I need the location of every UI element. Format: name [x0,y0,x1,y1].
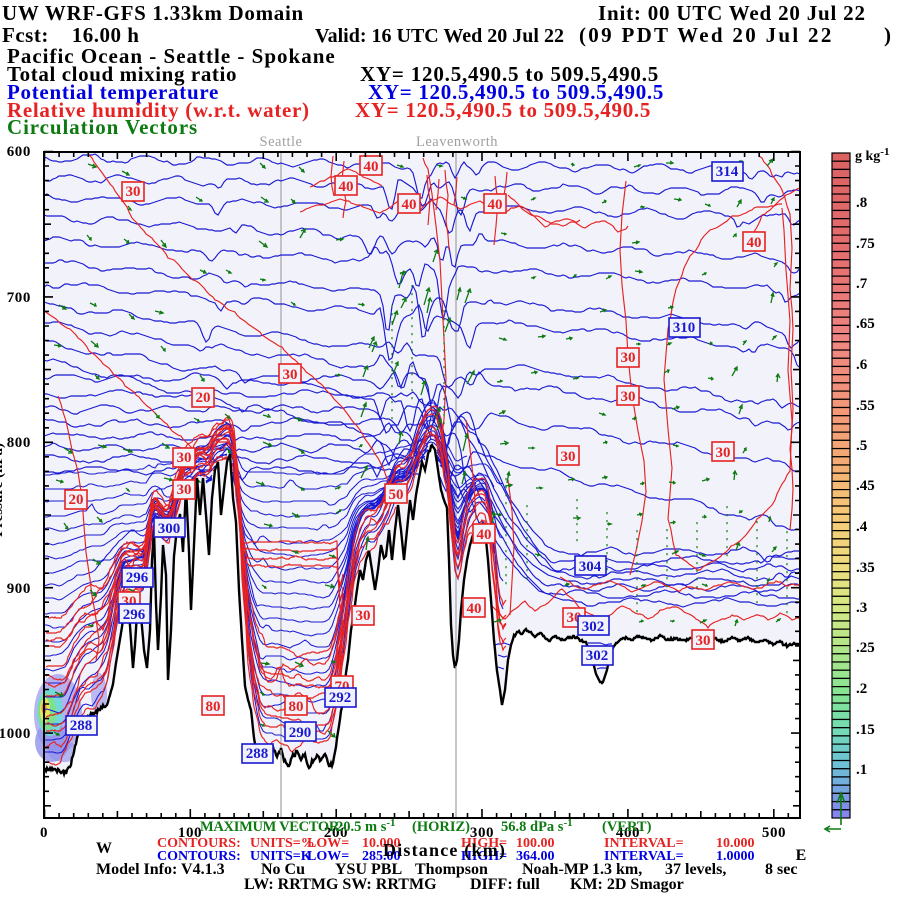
svg-text:290: 290 [289,725,312,741]
svg-text:400: 400 [616,825,640,841]
svg-text:30: 30 [561,449,576,465]
svg-text:.7: .7 [856,276,868,292]
svg-text:Total cloud mixing ratio: Total cloud mixing ratio [7,62,237,86]
svg-text:Potential temperature: Potential temperature [7,80,219,104]
svg-text:.3: .3 [856,600,867,616]
svg-text:Pacific Ocean - Seattle - Spok: Pacific Ocean - Seattle - Spokane [7,44,336,68]
svg-text:40: 40 [488,197,503,213]
svg-text:30: 30 [283,367,298,383]
svg-text:Fcst: 16.00 h: Fcst: 16.00 h [2,23,140,47]
svg-text:MAXIMUM VECTOR:20.5 m s-1(HORI: MAXIMUM VECTOR:20.5 m s-1 (HORIZ) 56.8 dPa… [200,817,652,835]
svg-text:.2: .2 [856,681,867,697]
svg-text:.8: .8 [856,195,867,211]
svg-text:30: 30 [621,389,636,405]
svg-text:80: 80 [289,699,304,715]
svg-text:40: 40 [402,197,417,213]
svg-text:.45: .45 [856,478,875,494]
svg-text:100: 100 [178,825,202,841]
svg-text:.1: .1 [856,762,867,778]
svg-text:30: 30 [177,450,192,466]
svg-text:30: 30 [696,633,711,649]
svg-text:.15: .15 [856,722,875,738]
svg-text:292: 292 [329,690,352,706]
svg-text:30: 30 [356,608,371,624]
svg-text:50: 50 [389,487,404,503]
svg-text:1000: 1000 [0,726,31,742]
svg-text:30: 30 [177,482,192,498]
svg-text:UW WRF-GFS 1.33km Domain: UW WRF-GFS 1.33km Domain [2,1,304,25]
svg-text:.65: .65 [856,316,875,332]
svg-text:Valid: 16 UTC Wed 20 Jul 22: Valid: 16 UTC Wed 20 Jul 22 [315,25,564,47]
svg-text:900: 900 [7,581,31,597]
svg-text:300: 300 [470,825,494,841]
svg-text:200: 200 [324,825,348,841]
svg-text:Relative humidity (w.r.t. wate: Relative humidity (w.r.t. water) [7,98,310,122]
svg-text:.5: .5 [856,438,867,454]
svg-text:600: 600 [7,144,31,160]
svg-text:Seattle: Seattle [260,134,303,150]
svg-text:XY= 120.5,490.5 to 509.5,490.5: XY= 120.5,490.5 to 509.5,490.5 [368,80,664,104]
svg-text:.35: .35 [856,560,875,576]
svg-text:40: 40 [747,235,762,251]
svg-text:800: 800 [7,435,31,451]
svg-text:80: 80 [206,699,221,715]
svg-text:300: 300 [158,521,181,537]
svg-text:.6: .6 [856,357,868,373]
svg-text:288: 288 [246,746,269,762]
svg-text:Leavenworth: Leavenworth [416,134,498,150]
svg-text:(09 PDT Wed 20 Jul 22): (09 PDT Wed 20 Jul 22) [579,23,891,47]
svg-text:302: 302 [586,648,609,664]
svg-text:296: 296 [123,607,146,623]
svg-text:304: 304 [579,559,602,575]
svg-text:30: 30 [621,350,636,366]
svg-text:40: 40 [364,159,379,175]
svg-text:500: 500 [762,825,786,841]
svg-text:Pressure (hPa): Pressure (hPa) [0,443,6,537]
svg-text:W: W [96,840,112,857]
svg-text:314: 314 [716,164,739,180]
svg-text:.75: .75 [856,236,875,252]
svg-text:XY= 120.5,490.5 to 509.5,490.5: XY= 120.5,490.5 to 509.5,490.5 [360,62,659,86]
svg-text:288: 288 [70,718,93,734]
svg-text:E: E [796,847,807,864]
svg-text:30: 30 [126,184,141,200]
svg-text:Distance (km): Distance (km) [383,840,506,861]
svg-text:.55: .55 [856,398,875,414]
svg-text:310: 310 [673,320,696,336]
svg-text:40: 40 [339,179,354,195]
svg-text:.4: .4 [856,519,868,535]
svg-text:0: 0 [40,825,48,841]
svg-text:30: 30 [716,445,731,461]
svg-text:20: 20 [69,492,84,508]
svg-text:40: 40 [467,601,482,617]
svg-text:20: 20 [196,390,211,406]
svg-text:700: 700 [7,290,31,306]
svg-text:XY= 120.5,490.5 to 509.5,490.5: XY= 120.5,490.5 to 509.5,490.5 [355,98,651,122]
svg-text:.25: .25 [856,640,875,656]
svg-text:296: 296 [126,570,149,586]
svg-text:Init: 00 UTC Wed 20 Jul 22: Init: 00 UTC Wed 20 Jul 22 [598,1,866,25]
svg-text:Circulation Vectors: Circulation Vectors [7,115,198,139]
svg-text:40: 40 [477,527,492,543]
svg-text:302: 302 [582,619,605,635]
